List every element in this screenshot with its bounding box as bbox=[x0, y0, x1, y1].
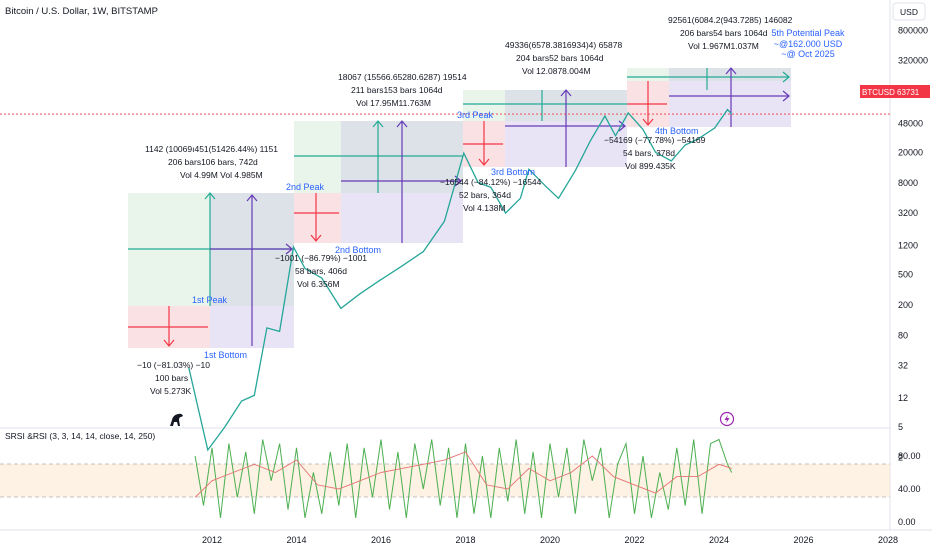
peak2-purple-head bbox=[396, 120, 408, 128]
peak5-label-line2: ~@162.000 USD bbox=[774, 39, 843, 49]
peak4-range-box bbox=[669, 81, 791, 127]
stat-p3-1: 18067 (15566.65280.6287) 19514 bbox=[338, 72, 467, 82]
bottom2-arrowhead bbox=[310, 234, 322, 242]
time-tick-label: 2012 bbox=[202, 535, 222, 545]
indicator-label[interactable]: SRSI &RSI (3, 3, 14, 14, close, 14, 250) bbox=[5, 431, 155, 441]
stat-b2-1: −1001 (−86.79%) −1001 bbox=[275, 253, 367, 263]
stat-p4-1: 49336(6578.3816934)4) 65878 bbox=[505, 40, 622, 50]
peak2-profit-box bbox=[294, 121, 341, 193]
dinosaur-icon bbox=[170, 413, 183, 426]
peak4-gain-box bbox=[669, 68, 791, 81]
peak3-label: 3rd Peak bbox=[457, 110, 494, 120]
price-tick-label: 320000 bbox=[898, 56, 928, 66]
time-tick-label: 2014 bbox=[286, 535, 306, 545]
currency-button-label: USD bbox=[900, 7, 918, 17]
bottom4-label: 4th Bottom bbox=[655, 126, 699, 136]
peak2-label: 2nd Peak bbox=[286, 182, 325, 192]
price-tick-label: 3200 bbox=[898, 208, 918, 218]
stat-b1-2: 100 bars bbox=[155, 373, 188, 383]
indicator-tick-label: 40.00 bbox=[898, 484, 921, 494]
stat-p2-2: 206 bars106 bars, 742d bbox=[168, 157, 258, 167]
stat-p2-1: 1142 (10069ı451(51426.44%) 1151 bbox=[145, 144, 278, 154]
price-tick-label: 2 bbox=[898, 452, 903, 462]
peak3-purple-hhead bbox=[618, 120, 626, 132]
stat-p4-2: 204 bars52 bars 1064d bbox=[516, 53, 604, 63]
price-tick-label: 32 bbox=[898, 361, 908, 371]
peak2-arrowhead bbox=[372, 120, 384, 128]
bottom1-arrowhead bbox=[163, 339, 175, 347]
stat-b3-2: 52 bars, 364d bbox=[459, 190, 511, 200]
price-tick-label: 20000 bbox=[898, 147, 923, 157]
rsi-band bbox=[0, 464, 890, 497]
stat-p3-2: 211 bars153 bars 1064d bbox=[351, 85, 443, 95]
stoch-rsi-line bbox=[194, 438, 733, 518]
bottom3-arrowhead bbox=[478, 158, 490, 166]
price-badge bbox=[860, 85, 930, 98]
price-badge-value: 63731 bbox=[897, 88, 920, 97]
stat-p3-3: Vol 17.95M11.763M bbox=[356, 98, 431, 108]
bottom3-label: 3rd Bottom bbox=[491, 167, 535, 177]
stat-b2-3: Vol 6.356M bbox=[297, 279, 340, 289]
bottom1-label: 1st Bottom bbox=[204, 350, 247, 360]
price-tick-label: 200 bbox=[898, 300, 913, 310]
time-tick-label: 2022 bbox=[624, 535, 644, 545]
bottom2-label: 2nd Bottom bbox=[335, 245, 381, 255]
price-tick-label: 5 bbox=[898, 422, 903, 432]
time-axis[interactable]: 2012 2014 2016 2018 2020 2022 2024 2026 2028 bbox=[202, 535, 898, 545]
stat-b1-1: −10 (−81.03%) −10 bbox=[137, 360, 210, 370]
stat-p5-2: 206 bars54 bars 1064d bbox=[680, 28, 768, 38]
peak4-purple-hhead bbox=[782, 90, 790, 102]
stat-p5-1: 92561(6084.2(943.7285) 146082 bbox=[668, 15, 793, 25]
peak1-label: 1st Peak bbox=[192, 295, 228, 305]
price-tick-label: 48000 bbox=[898, 118, 923, 128]
price-tick-label: 80 bbox=[898, 330, 908, 340]
stat-b4-2: 54 bars, 378d bbox=[623, 148, 675, 158]
time-tick-label: 2028 bbox=[878, 535, 898, 545]
time-tick-label: 2026 bbox=[793, 535, 813, 545]
price-tick-label: 500 bbox=[898, 270, 913, 280]
price-tick-label: 12 bbox=[898, 393, 908, 403]
price-series-line bbox=[188, 108, 733, 452]
peak4-h-head bbox=[782, 71, 790, 83]
indicator-axis: 80.00 40.00 0.00 bbox=[898, 451, 921, 527]
time-tick-label: 2016 bbox=[371, 535, 391, 545]
indicator-tick-label: 0.00 bbox=[898, 517, 916, 527]
stat-b3-1: −16544 (−84.12%) −16544 bbox=[440, 177, 542, 187]
stat-b3-3: Vol 4.138M bbox=[463, 203, 506, 213]
stat-b4-1: −54169 (−77.78%) −54169 bbox=[604, 135, 706, 145]
peak1-purple-head bbox=[246, 194, 258, 202]
peak3-profit-box bbox=[463, 90, 505, 121]
stat-p4-3: Vol 12.0878.004M bbox=[522, 66, 591, 76]
price-badge-symbol: BTCUSD bbox=[862, 88, 895, 97]
price-tick-label: 800000 bbox=[898, 25, 928, 35]
indicator-tick-label: 80.00 bbox=[898, 451, 921, 461]
time-tick-label: 2020 bbox=[540, 535, 560, 545]
peak1-purple-hhead bbox=[285, 243, 293, 255]
currency-button[interactable] bbox=[892, 2, 926, 21]
peak5-label-line3: ~@ Oct 2025 bbox=[781, 49, 834, 59]
stat-b4-3: Vol 899.435K bbox=[625, 161, 676, 171]
rsi-line bbox=[194, 451, 732, 498]
stat-b1-3: Vol 5.273K bbox=[150, 386, 191, 396]
price-tick-label: 1200 bbox=[898, 241, 918, 251]
bottom4-arrowhead bbox=[642, 118, 654, 126]
bottom2-box bbox=[294, 193, 341, 243]
lightning-icon[interactable] bbox=[719, 411, 735, 427]
time-tick-label: 2018 bbox=[455, 535, 475, 545]
chart-title: Bitcoin / U.S. Dollar, 1W, BITSTAMP bbox=[5, 6, 158, 17]
measurement-stats: −10 (−81.03%) −10 100 bars Vol 5.273K 11… bbox=[137, 15, 793, 396]
measure-arrows bbox=[128, 67, 790, 347]
stat-p2-3: Vol 4.99M Vol 4.985M bbox=[180, 170, 263, 180]
peak4-purple-head bbox=[725, 67, 737, 75]
peak5-label-line1: 5th Potential Peak bbox=[771, 28, 845, 38]
peak4-profit-box bbox=[627, 68, 669, 81]
time-tick-label: 2024 bbox=[709, 535, 729, 545]
stat-b2-2: 58 bars, 406d bbox=[295, 266, 347, 276]
stat-p5-3: Vol 1.967M1.037M bbox=[688, 41, 759, 51]
price-tick-label: 8000 bbox=[898, 178, 918, 188]
peak1-arrowhead bbox=[204, 192, 216, 200]
peak3-purple-head bbox=[560, 89, 572, 97]
